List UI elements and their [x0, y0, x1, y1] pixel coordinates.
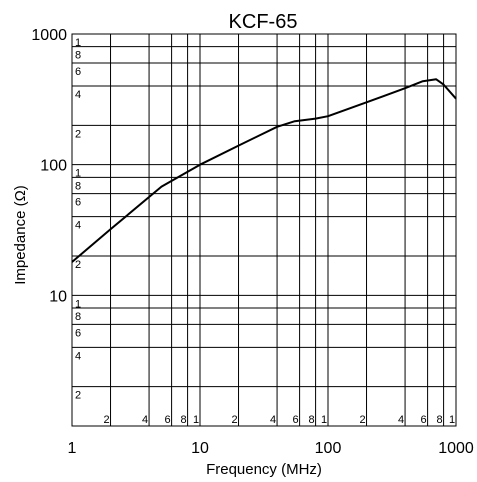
y-tick-label: 10 — [49, 288, 67, 305]
x-minor-tick-label: 8 — [309, 414, 315, 426]
x-minor-tick-label: 1 — [449, 414, 455, 426]
y-minor-tick-label: 1 — [75, 298, 81, 310]
y-axis-title: Impedance (Ω) — [12, 185, 29, 285]
chart-title: KCF-65 — [229, 11, 298, 33]
x-minor-tick-label: 6 — [421, 414, 427, 426]
y-minor-tick-label: 2 — [75, 259, 81, 271]
x-tick-label: 100 — [315, 440, 342, 457]
x-minor-tick-label: 1 — [321, 414, 327, 426]
x-minor-tick-label: 2 — [231, 414, 237, 426]
y-minor-tick-label: 2 — [75, 128, 81, 140]
x-minor-tick-label: 6 — [165, 414, 171, 426]
grid — [72, 34, 456, 426]
x-minor-tick-label: 1 — [193, 414, 199, 426]
x-minor-tick-label: 8 — [437, 414, 443, 426]
x-minor-tick-label: 4 — [142, 414, 148, 426]
y-minor-tick-label: 4 — [75, 350, 81, 362]
y-minor-tick-label: 8 — [75, 311, 81, 323]
x-tick-label: 10 — [191, 440, 209, 457]
y-minor-tick-label: 1 — [75, 168, 81, 180]
series-layer — [71, 78, 457, 263]
y-minor-tick-label: 4 — [75, 220, 81, 232]
impedance-curve — [71, 78, 457, 263]
y-minor-tick-label: 8 — [75, 180, 81, 192]
y-minor-tick-label: 6 — [75, 327, 81, 339]
y-tick-label: 100 — [40, 158, 67, 175]
x-minor-tick-label: 6 — [293, 414, 299, 426]
y-tick-label: 1000 — [31, 27, 67, 44]
x-minor-tick-label: 8 — [181, 414, 187, 426]
x-minor-tick-label: 2 — [359, 414, 365, 426]
y-minor-tick-label: 8 — [75, 50, 81, 62]
x-minor-tick-label: 4 — [398, 414, 404, 426]
x-axis-title: Frequency (MHz) — [206, 461, 322, 478]
plot-frame — [71, 33, 457, 427]
y-minor-tick-label: 4 — [75, 89, 81, 101]
x-minor-tick-label: 4 — [270, 414, 276, 426]
x-tick-label: 1000 — [438, 440, 474, 457]
y-minor-tick-label: 6 — [75, 66, 81, 78]
x-minor-tick-label: 2 — [103, 414, 109, 426]
y-minor-tick-label: 1 — [75, 37, 81, 49]
x-tick-label: 1 — [68, 440, 77, 457]
y-minor-tick-label: 2 — [75, 390, 81, 402]
y-minor-tick-label: 6 — [75, 197, 81, 209]
